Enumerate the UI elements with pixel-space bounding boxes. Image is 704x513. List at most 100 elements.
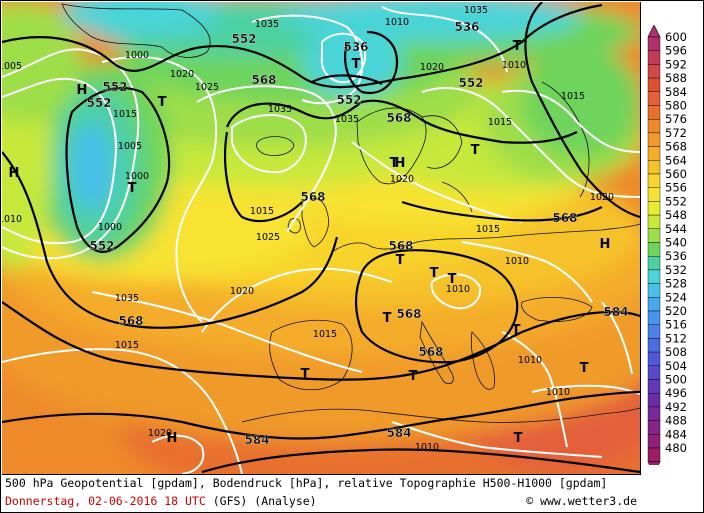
legend-label: 512	[665, 331, 687, 345]
legend-label: 564	[665, 153, 687, 167]
isobar-label: 1010	[446, 284, 470, 295]
high-pressure-marker: H	[9, 166, 20, 181]
isobar-label: 1035	[335, 114, 359, 125]
legend-swatch	[647, 146, 661, 161]
legend-label: 524	[665, 290, 687, 304]
isobar-label: 1010	[415, 442, 439, 453]
legend-swatch	[647, 434, 661, 449]
legend-label: 504	[665, 359, 687, 373]
chart-date: Donnerstag, 02-06-2016 18 UTC	[5, 494, 206, 508]
legend-label: 544	[665, 222, 687, 236]
legend-swatch	[647, 214, 661, 230]
isobar-label: 1020	[230, 286, 254, 297]
legend-label: 520	[665, 304, 687, 318]
high-pressure-marker: H	[395, 156, 406, 171]
geopotential-label: 568	[386, 111, 411, 125]
legend-label: 484	[665, 427, 687, 441]
legend-label: 540	[665, 236, 687, 250]
legend-arrow-top	[647, 24, 661, 38]
low-pressure-marker: T	[430, 266, 439, 281]
geopotential-label: 536	[343, 40, 368, 54]
geopotential-label: 536	[454, 20, 479, 34]
topography-color-field	[2, 2, 640, 474]
geopotential-label: 568	[118, 314, 143, 328]
model-run-label: (GFS) (Analyse)	[212, 494, 317, 508]
isobar-label: 1020	[590, 192, 614, 203]
legend-swatch	[647, 447, 661, 462]
legend-label: 576	[665, 112, 687, 126]
legend-swatch	[647, 187, 661, 202]
legend-label: 488	[665, 414, 687, 428]
legend-swatch	[647, 132, 661, 147]
legend-swatch	[647, 91, 661, 106]
legend-label: 580	[665, 99, 687, 113]
geopotential-label: 568	[251, 73, 276, 87]
isobar-label: 1010	[2, 214, 22, 225]
isobar-label: 1025	[195, 82, 219, 93]
geopotential-label: 568	[552, 211, 577, 225]
legend-label: 480	[665, 441, 687, 455]
isobar-label: 1000	[98, 222, 122, 233]
legend-swatch	[647, 351, 661, 367]
isobar-label: 1005	[2, 61, 22, 72]
legend-swatch	[647, 50, 661, 65]
legend-swatch	[647, 105, 661, 120]
legend-label: 552	[665, 194, 687, 208]
legend-swatch	[647, 406, 661, 421]
isobar-label: 1020	[420, 62, 444, 73]
weather-map: 1035101010351005102010251020100010151005…	[2, 2, 641, 475]
isobar-label: 1015	[561, 91, 585, 102]
legend-labels: 6005965925885845805765725685645605565525…	[665, 30, 687, 455]
map-canvas: 1035101010351005102010251020100010151005…	[2, 2, 640, 474]
isobar-label: 1015	[113, 109, 137, 120]
geopotential-label: 568	[396, 307, 421, 321]
legend-swatch	[647, 379, 661, 394]
isobar-label: 1015	[115, 340, 139, 351]
legend-swatch	[647, 160, 661, 175]
high-pressure-marker: H	[167, 431, 178, 446]
low-pressure-marker: T	[514, 431, 523, 446]
low-pressure-marker: T	[383, 311, 392, 326]
legend-swatch	[647, 324, 661, 339]
low-pressure-marker: T	[396, 253, 405, 268]
legend-label: 572	[665, 126, 687, 140]
legend-label: 496	[665, 386, 687, 400]
legend-label: 588	[665, 71, 687, 85]
isobar-label: 1015	[313, 329, 337, 340]
legend-label: 600	[665, 30, 687, 44]
legend-swatch	[647, 173, 661, 188]
isobar-label: 1000	[125, 171, 149, 182]
geopotential-label: 584	[386, 426, 411, 440]
legend-swatch	[647, 201, 661, 216]
geopotential-label: 552	[89, 239, 114, 253]
isobar-label: 1020	[390, 174, 414, 185]
legend-label: 536	[665, 249, 687, 263]
geopotential-label: 552	[231, 32, 256, 46]
legend-swatch	[647, 269, 661, 284]
legend-swatch	[647, 64, 661, 79]
isobar-label: 1010	[505, 256, 529, 267]
legend-swatch	[647, 118, 661, 134]
geopotential-label: 552	[458, 76, 483, 90]
legend-label: 592	[665, 57, 687, 71]
isobar-label: 1035	[268, 104, 292, 115]
isobar-label: 1010	[546, 387, 570, 398]
low-pressure-marker: T	[448, 272, 457, 287]
low-pressure-marker: T	[158, 95, 167, 110]
geopotential-label: 552	[336, 93, 361, 107]
legend-label: 516	[665, 318, 687, 332]
low-pressure-marker: T	[301, 367, 310, 382]
legend-label: 560	[665, 167, 687, 181]
legend-label: 500	[665, 373, 687, 387]
legend-label: 584	[665, 85, 687, 99]
high-pressure-marker: H	[600, 237, 611, 252]
legend-label: 508	[665, 345, 687, 359]
geopotential-label: 584	[603, 305, 628, 319]
geopotential-contours	[2, 2, 640, 474]
legend-swatch	[647, 77, 661, 92]
low-pressure-marker: T	[471, 143, 480, 158]
geopotential-label: 584	[244, 433, 269, 447]
legend-swatch	[647, 283, 661, 298]
legend-swatch	[647, 36, 661, 51]
isobar-label: 1025	[256, 232, 280, 243]
